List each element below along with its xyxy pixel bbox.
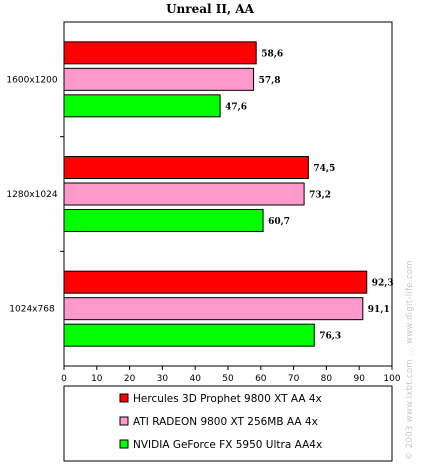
legend-label: ATI RADEON 9800 XT 256MB AA 4x bbox=[133, 416, 318, 428]
legend-label: NVIDIA GeForce FX 5950 Ultra AA4x bbox=[133, 439, 322, 451]
category-label: 1280x1024 bbox=[6, 190, 57, 200]
bar bbox=[63, 323, 315, 347]
legend-box bbox=[63, 385, 393, 462]
bar bbox=[63, 41, 257, 65]
data-label: 74,5 bbox=[313, 164, 335, 174]
x-tick-label: 100 bbox=[383, 374, 400, 384]
x-tick-label: 40 bbox=[189, 374, 201, 384]
bar bbox=[63, 67, 255, 91]
legend-swatch bbox=[119, 416, 129, 426]
bar bbox=[63, 182, 305, 206]
watermark-text: © 2003 www.ixbt.com ... www.digit-life.c… bbox=[405, 260, 415, 460]
data-label: 92,3 bbox=[372, 279, 394, 289]
data-label: 91,1 bbox=[368, 305, 390, 315]
bar bbox=[63, 297, 364, 321]
data-label: 47,6 bbox=[225, 102, 247, 112]
bar bbox=[63, 209, 264, 232]
bar bbox=[63, 94, 221, 118]
category-label: 1600x1200 bbox=[6, 75, 57, 85]
x-tick-label: 60 bbox=[255, 374, 267, 384]
chart-title: Unreal II, AA bbox=[166, 2, 255, 16]
x-tick-label: 10 bbox=[91, 374, 103, 384]
bar bbox=[63, 156, 309, 179]
data-label: 58,6 bbox=[261, 49, 283, 59]
legend-swatch bbox=[119, 439, 129, 449]
x-tick-label: 50 bbox=[222, 374, 234, 384]
data-label: 57,8 bbox=[259, 76, 281, 86]
x-tick-label: 0 bbox=[61, 374, 67, 384]
x-tick-label: 30 bbox=[157, 374, 169, 384]
data-label: 76,3 bbox=[319, 332, 341, 342]
x-tick-label: 90 bbox=[353, 374, 365, 384]
bar bbox=[63, 270, 368, 294]
x-tick-label: 80 bbox=[321, 374, 333, 384]
legend-label: Hercules 3D Prophet 9800 XT AA 4x bbox=[133, 393, 322, 405]
legend-swatch bbox=[119, 393, 129, 403]
category-label: 1024x768 bbox=[9, 305, 55, 315]
data-label: 60,7 bbox=[268, 217, 290, 227]
x-tick-label: 70 bbox=[288, 374, 300, 384]
x-tick-label: 20 bbox=[124, 374, 136, 384]
data-label: 73,2 bbox=[309, 191, 331, 201]
